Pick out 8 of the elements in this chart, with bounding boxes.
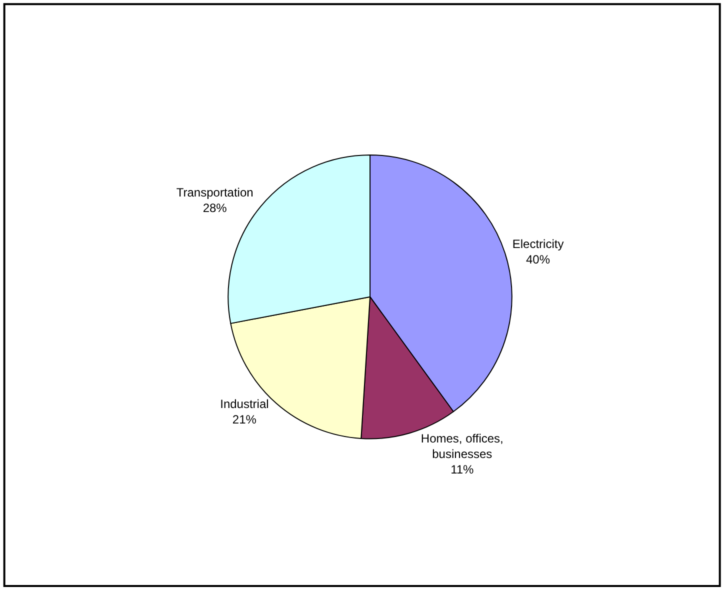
slice-label: Transportation: [176, 186, 254, 200]
slice-label: Homes, offices, businesses: [420, 431, 504, 461]
data-label: 40%: [526, 252, 550, 266]
slice-label: Electricity: [512, 236, 564, 251]
data-label: 11%: [450, 462, 474, 477]
data-label: 21%: [232, 412, 257, 426]
data-label: 28%: [202, 201, 228, 216]
slice-label: Industrial: [220, 396, 269, 411]
